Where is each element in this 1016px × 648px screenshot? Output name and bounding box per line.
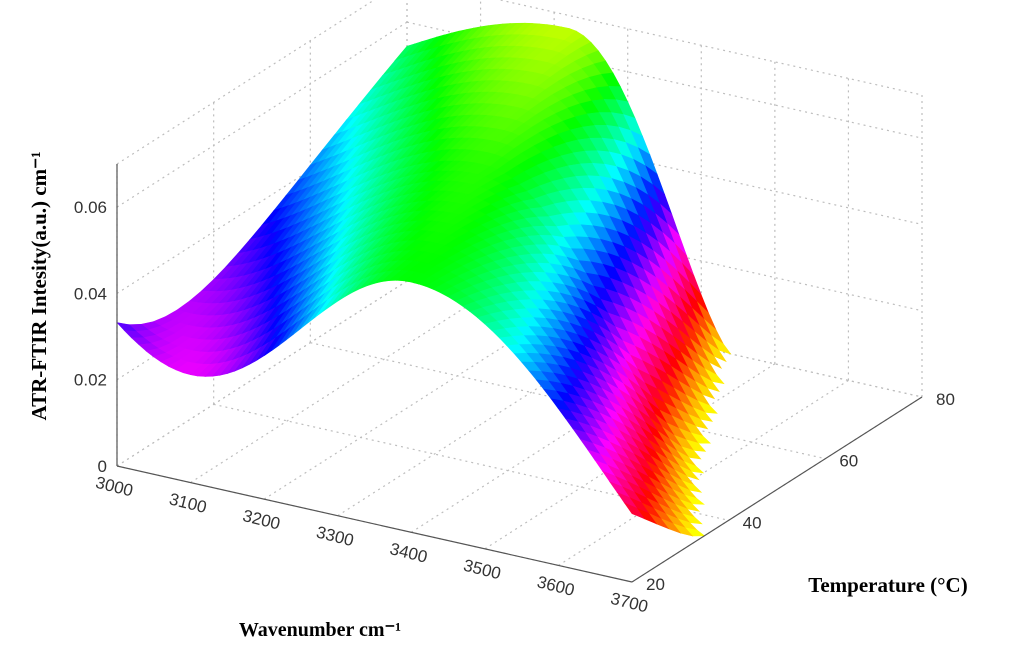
gridline	[406, 194, 923, 312]
y-tick-label: 60	[839, 452, 858, 471]
y-axis-title: Temperature (°C)	[808, 573, 967, 597]
surface-patch	[623, 502, 645, 520]
axis-edges	[116, 164, 923, 583]
gridline	[406, 280, 923, 398]
x-tick-label: 3700	[609, 589, 650, 617]
z-tick-label: 0.02	[74, 371, 107, 390]
x-axis-title: Wavenumber cm⁻¹	[239, 619, 401, 641]
y-tick-label: 80	[936, 390, 955, 409]
x-tick-label: 3200	[241, 506, 282, 534]
x-tick-label: 3300	[314, 523, 355, 551]
gridline	[497, 0, 923, 96]
x-tick-label: 3000	[94, 473, 135, 501]
axis-line	[116, 465, 633, 583]
z-tick-label: 0.04	[74, 284, 107, 303]
gridline	[406, 21, 923, 139]
z-tick-label: 0	[98, 457, 107, 476]
x-tick-label: 3400	[388, 539, 429, 567]
surface-plot	[116, 22, 732, 537]
axis-line	[631, 396, 923, 583]
y-tick-label: 20	[646, 575, 665, 594]
gridline	[406, 107, 923, 226]
tick-labels: 3700 3600 3500 3400 3300 3200 3100 3000 20 40 60 80…	[74, 198, 955, 616]
x-tick-label: 3600	[535, 572, 576, 600]
z-axis-title: ATR-FTIR Intesity(a.u.) cm⁻¹	[27, 152, 51, 421]
x-tick-label: 3500	[462, 556, 503, 584]
gridline	[310, 342, 826, 460]
x-tick-label: 3100	[167, 489, 208, 517]
y-tick-label: 40	[743, 513, 762, 532]
z-tick-label: 0.06	[74, 198, 107, 217]
